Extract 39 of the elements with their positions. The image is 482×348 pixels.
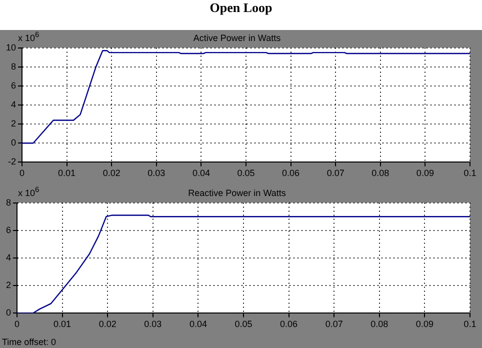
x-tick-label: 0.02	[102, 168, 120, 178]
x-tick-label: 0.05	[234, 319, 252, 330]
y-tick-label: -2	[8, 156, 16, 167]
chart-title: Reactive Power in Watts	[188, 188, 286, 198]
x-tick-label: 0.01	[54, 319, 72, 330]
x-tick-label: 0.08	[370, 319, 388, 330]
y-tick-label: 4	[6, 252, 12, 262]
y-tick-label: 6	[10, 80, 16, 90]
x-tick-label: 0.07	[325, 319, 343, 330]
x-tick-label: 0.08	[372, 168, 390, 178]
x-tick-label: 0.01	[58, 168, 76, 178]
x-tick-label: 0.04	[192, 168, 210, 178]
x-tick-label: 0.03	[144, 319, 162, 330]
x-tick-label: 0.09	[416, 168, 434, 178]
x-tick-label: 0.09	[416, 319, 434, 330]
x-tick-label: 0.02	[98, 319, 116, 330]
y-tick-label: 2	[10, 118, 16, 129]
x-tick-label: 0.03	[148, 168, 166, 178]
y-tick-label: 8	[6, 197, 12, 208]
x-tick-label: 0.1	[464, 168, 476, 178]
x-tick-label: 0.06	[282, 168, 300, 178]
y-tick-label: 0	[6, 308, 12, 318]
y-tick-label: 8	[10, 61, 16, 72]
y-tick-label: 2	[6, 280, 12, 290]
x-tick-label: 0.1	[464, 319, 476, 330]
y-tick-label: 4	[10, 99, 16, 110]
text: Time offset: 0	[2, 337, 56, 347]
x-tick-label: 0.07	[326, 168, 344, 178]
y-tick-label: 0	[10, 138, 16, 148]
chart-subtitle: Active Power in Watts	[193, 32, 282, 43]
x-tick-label: 0.04	[189, 319, 207, 330]
x-tick-label: 0.05	[237, 168, 255, 178]
y-axis-title: x 10$^{6}$	[18, 30, 40, 43]
x-tick-label: 0.06	[280, 319, 298, 330]
chart-title: Open Loop	[208, 0, 274, 17]
y-tick-label: 10	[6, 42, 16, 52]
y-tick-label: 6	[6, 224, 12, 235]
x-tick-label: 0	[20, 168, 25, 178]
y-axis-title: x 10$^{6}$	[18, 185, 40, 198]
